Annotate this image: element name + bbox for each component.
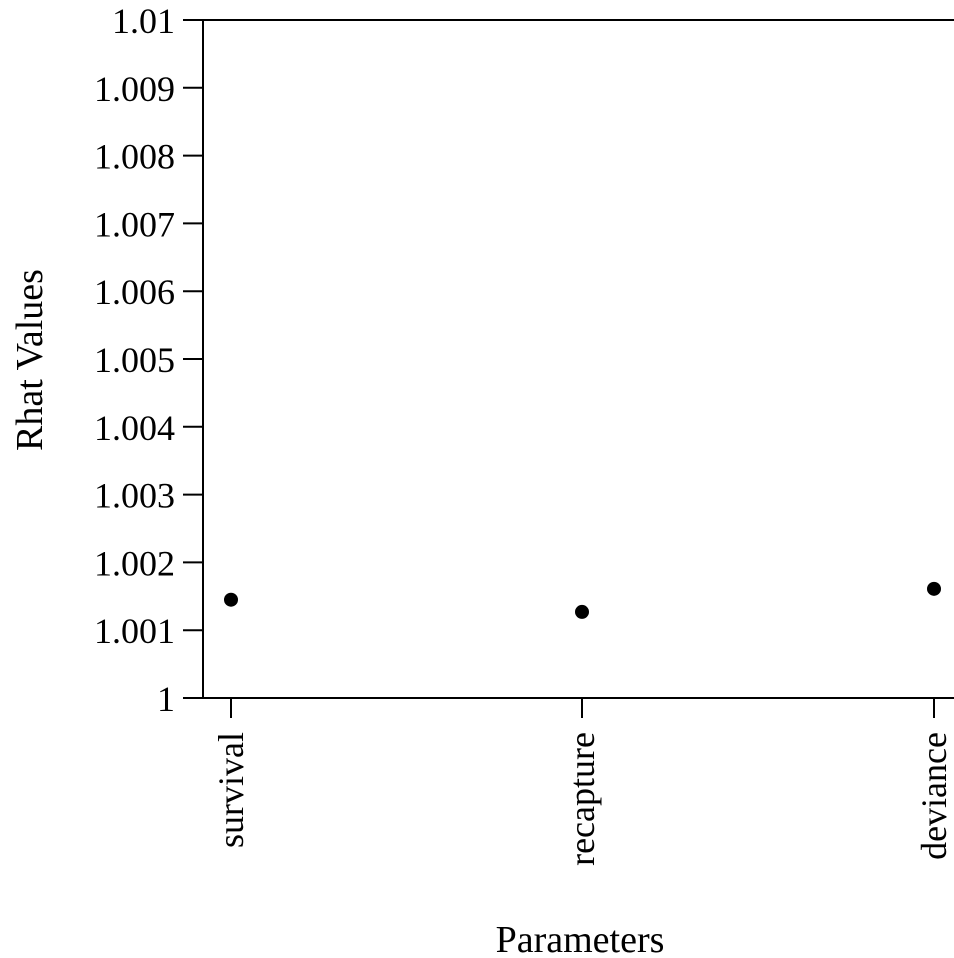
y-tick-label: 1.004 [94, 408, 175, 448]
data-point-recapture [575, 604, 589, 619]
y-tick-label: 1.006 [94, 272, 175, 312]
y-tick-label: 1.005 [94, 340, 175, 380]
y-axis-ticks: 1 1.001 1.002 1.003 1.004 1.005 1.006 1.007 1.00… [94, 1, 203, 719]
y-tick-label: 1.01 [112, 1, 175, 41]
y-tick-label: 1.001 [94, 611, 175, 651]
y-tick-label: 1.007 [94, 204, 175, 244]
x-tick-label-deviance: deviance [914, 732, 954, 860]
x-tick-label-recapture: recapture [562, 732, 602, 866]
y-tick-label: 1.008 [94, 137, 175, 177]
y-tick-label: 1.009 [94, 69, 175, 109]
data-point-deviance [927, 581, 941, 596]
x-tick-label-survival: survival [211, 732, 251, 848]
y-tick-label: 1.002 [94, 543, 175, 583]
y-axis-title: Rhat Values [9, 269, 51, 451]
y-tick-label: 1 [157, 679, 175, 719]
data-point-survival [224, 592, 238, 607]
x-axis-title: Parameters [496, 919, 665, 958]
data-points [224, 581, 941, 619]
x-axis-ticks: survival recapture deviance [211, 698, 954, 866]
plot-frame [202, 19, 954, 699]
y-tick-label: 1.003 [94, 476, 175, 516]
